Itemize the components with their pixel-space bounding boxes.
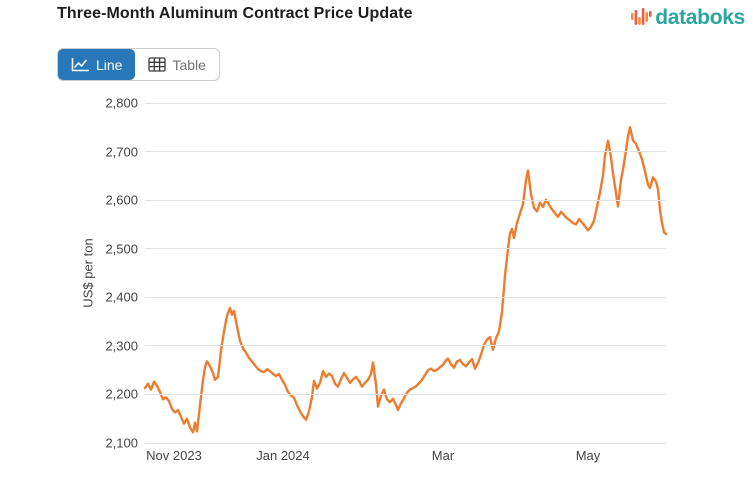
page-title: Three-Month Aluminum Contract Price Upda… [57,5,413,22]
gridline [145,442,666,444]
gridline [145,345,666,347]
databoks-logo-icon [631,8,652,25]
x-tick-label: Mar [431,448,455,463]
gridline [145,393,666,395]
gridline [145,151,666,153]
gridline [145,296,666,298]
x-tick-label: May [575,448,601,463]
y-tick-label: 2,600 [105,192,138,208]
x-tick-label: Jan 2024 [256,448,310,463]
y-axis-ticks: 2,100 2,200 2,300 2,400 2,500 2,600 2,700 2,800 [0,96,138,451]
table-icon [148,57,167,72]
databoks-logo: databoks [631,5,745,31]
y-tick-label: 2,100 [105,435,138,451]
price-line-series [143,126,668,434]
y-tick-label: 2,300 [105,338,138,354]
y-tick-label: 2,200 [105,386,138,402]
databoks-logo-text: databoks [655,6,745,29]
gridline [145,248,666,250]
plot-area[interactable] [143,102,668,444]
x-tick-label: Nov 2023 [146,448,202,463]
table-view-button[interactable]: Table [135,49,218,80]
table-view-label: Table [172,56,206,73]
gridline [145,102,666,104]
gridline [145,199,666,201]
line-view-label: Line [96,56,123,73]
x-axis-ticks: Nov 2023 Jan 2024 Mar May [145,448,666,464]
y-tick-label: 2,500 [105,241,138,257]
y-tick-label: 2,700 [105,144,138,160]
y-tick-label: 2,400 [105,289,138,305]
line-view-button[interactable]: Line [58,49,136,80]
view-toggle: Line Table [57,48,220,81]
y-tick-label: 2,800 [105,95,138,111]
line-chart-icon [71,58,89,72]
